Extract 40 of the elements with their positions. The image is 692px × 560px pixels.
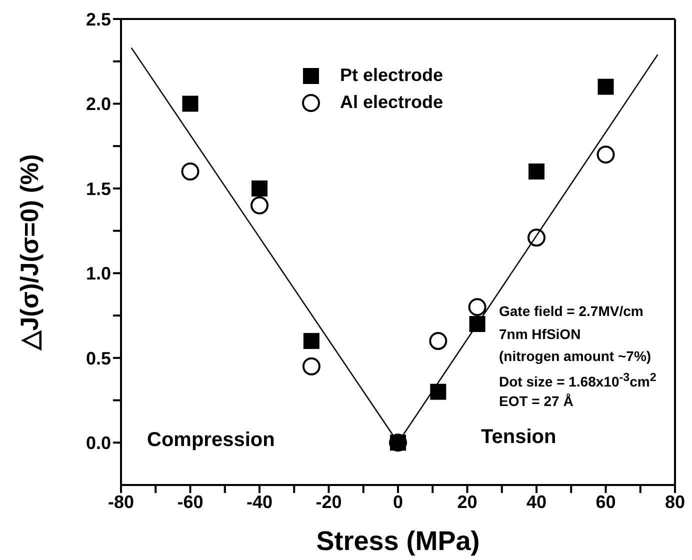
point <box>430 384 446 400</box>
annotation: (nitrogen amount ~7%) <box>499 348 652 365</box>
x-tick-label: -60 <box>177 492 204 512</box>
annotation: 7nm HfSiON <box>499 326 581 342</box>
y-tick-label: 2.5 <box>86 9 111 30</box>
point <box>252 180 268 196</box>
y-tick-label: 0.0 <box>86 433 111 454</box>
x-tick-label: 0 <box>392 492 404 512</box>
x-tick-label: 20 <box>457 492 478 512</box>
point <box>429 332 448 350</box>
point <box>250 196 268 214</box>
annotation: Compression <box>147 428 275 452</box>
point <box>181 162 200 181</box>
y-tick-label: 2.0 <box>86 94 111 114</box>
point <box>468 298 486 316</box>
x-tick-label: -40 <box>246 492 273 512</box>
point <box>598 78 614 95</box>
point <box>528 164 544 180</box>
x-tick-label: -80 <box>108 492 134 512</box>
x-tick-label: 60 <box>596 492 616 512</box>
annotation: EOT = 27 Å <box>499 393 574 410</box>
point <box>469 316 486 332</box>
point <box>528 228 546 247</box>
legend-label: Al electrode <box>340 92 444 113</box>
point <box>302 357 320 376</box>
point <box>596 146 615 164</box>
point <box>182 96 198 112</box>
x-axis-title: Stress (MPa) <box>316 526 480 556</box>
y-axis-title: △J(σ)/J(σ=0) (%) <box>16 154 44 351</box>
annotation: Tension <box>481 425 556 449</box>
y-tick-label: 0.5 <box>86 348 111 368</box>
y-tick-label: 1.0 <box>86 264 111 284</box>
point <box>303 332 320 349</box>
annotation: Gate field = 2.7MV/cm <box>499 303 644 320</box>
y-tick-label: 1.5 <box>86 178 111 199</box>
annotation: Dot size = 1.68x10$^{-3}$cm$^{2}$ <box>499 370 656 390</box>
x-tick-label: 80 <box>664 492 686 512</box>
x-tick-label: 40 <box>526 492 547 512</box>
x-tick-label: -20 <box>316 492 342 512</box>
legend-label: Pt electrode <box>340 65 444 86</box>
